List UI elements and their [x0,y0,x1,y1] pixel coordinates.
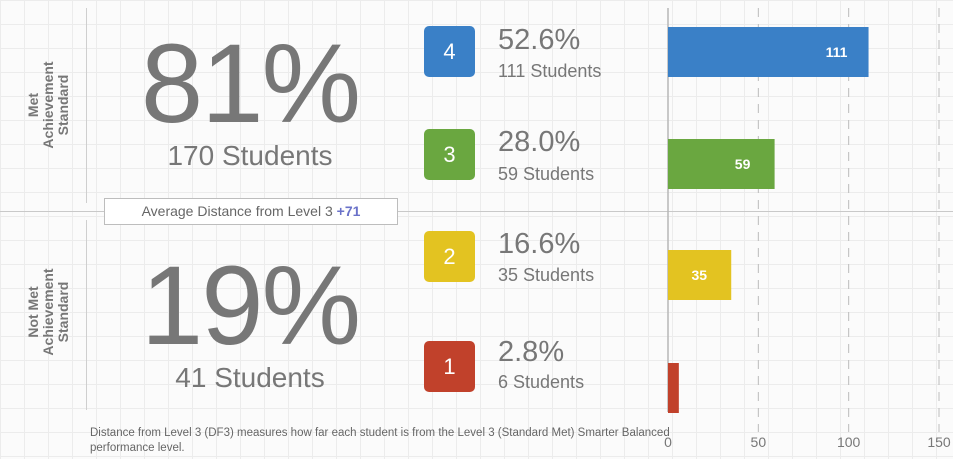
bar-label-level-2: 35 [691,267,707,283]
level-3-badge: 3 [424,129,475,180]
bar-label-level-4: 111 [826,44,848,60]
level-4-percent: 52.6% [498,24,581,56]
level-1-badge: 1 [424,341,475,392]
not-met-percent: 19% [140,243,361,368]
level-2-badge: 2 [424,231,475,282]
bar-level-3 [668,139,775,189]
bar-level-1 [668,363,679,413]
left-divider-top [86,8,87,203]
not-met-students: 41 Students [175,362,325,393]
x-tick-label-50: 50 [751,434,767,450]
level-3-percent: 28.0% [498,126,581,158]
level-2-percent: 16.6% [498,228,581,260]
level-1-students: 6 Students [498,372,585,392]
x-tick-label-100: 100 [837,434,861,450]
average-distance-label: Average Distance from Level 3 [141,203,333,219]
bar-level-2 [668,250,732,300]
average-distance-value: +71 [336,203,361,219]
level-2-students: 35 Students [498,265,595,285]
bar-level-4 [668,27,869,77]
met-students: 170 Students [167,140,333,171]
level-3-students: 59 Students [498,164,595,184]
level-4-badge: 4 [424,26,475,77]
met-percent: 81% [140,21,361,146]
met-divider-line [0,211,953,212]
footnote: Distance from Level 3 (DF3) measures how… [90,427,670,454]
bar-label-level-3: 59 [735,156,751,172]
level-1-percent: 2.8% [498,336,565,368]
x-tick-label-0: 0 [664,434,672,450]
level-4-students: 111 Students [498,61,602,81]
left-divider-bottom [86,220,87,410]
average-distance-box: Average Distance from Level 3 +71 [104,198,398,225]
x-tick-label-150: 150 [927,434,951,450]
